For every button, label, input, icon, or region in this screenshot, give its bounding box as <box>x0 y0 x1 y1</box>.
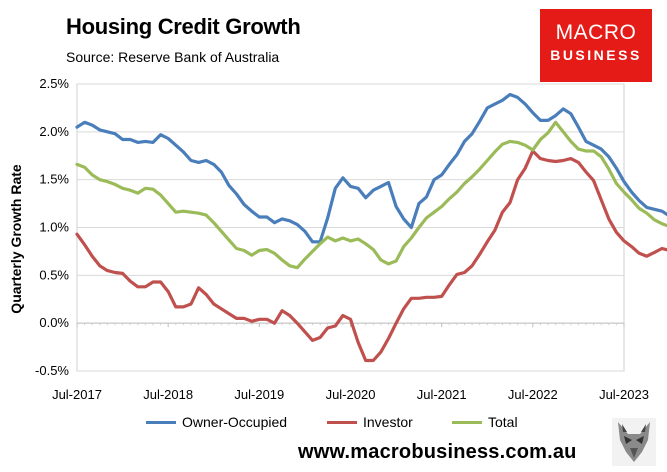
y-tick-label: 0.5% <box>39 267 69 282</box>
line-chart: -0.5%0.0%0.5%1.0%1.5%2.0%2.5% Jul-2017 Ju… <box>8 76 667 402</box>
legend-swatch-investor <box>327 420 357 424</box>
legend-swatch-owner-occupied <box>146 420 176 424</box>
x-tick-label: Jul-2023 <box>599 387 649 402</box>
macrobusiness-logo[interactable]: MACRO BUSINESS <box>540 9 652 82</box>
legend-label-owner-occupied: Owner-Occupied <box>182 414 288 430</box>
series-lines <box>75 92 667 363</box>
x-axis: Jul-2017 Jul-2018 Jul-2019 Jul-2020 Jul-2021… <box>52 322 649 402</box>
x-tick-label: Jul-2017 <box>52 387 102 402</box>
legend-item-owner-occupied: Owner-Occupied <box>146 414 287 430</box>
chart-subtitle: Source: Reserve Bank of Australia <box>66 49 280 65</box>
x-tick-label: Jul-2020 <box>326 387 376 402</box>
legend-swatch-total <box>452 420 482 424</box>
x-tick-label: Jul-2022 <box>508 387 558 402</box>
fox-icon <box>612 418 656 466</box>
series-line-total <box>75 120 667 270</box>
y-axis-label: Quarterly Growth Rate <box>8 164 24 314</box>
legend-item-investor: Investor <box>327 414 413 430</box>
legend-label-investor: Investor <box>363 414 413 430</box>
x-tick-label: Jul-2021 <box>417 387 467 402</box>
y-tick-label: 1.0% <box>39 220 69 235</box>
y-tick-label: -0.5% <box>35 363 69 378</box>
legend-label-total: Total <box>488 414 518 430</box>
legend-item-total: Total <box>452 414 518 430</box>
chart-grid <box>76 83 625 372</box>
y-tick-label: 2.0% <box>39 124 69 139</box>
chart-legend: Owner-Occupied Investor Total <box>0 414 667 434</box>
x-tick-label: Jul-2019 <box>234 387 284 402</box>
y-tick-label: 0.0% <box>39 315 69 330</box>
y-tick-label: 1.5% <box>39 172 69 187</box>
y-tick-label: 2.5% <box>39 76 69 91</box>
series-line-owner-occupied <box>75 92 667 244</box>
chart-title: Housing Credit Growth <box>66 14 301 39</box>
x-tick-label: Jul-2018 <box>143 387 193 402</box>
website-url[interactable]: www.macrobusiness.com.au <box>298 441 577 463</box>
y-axis: -0.5% 0.0% 0.5% 1.0% 1.5% 2.0% 2.5% <box>35 76 69 378</box>
series-line-investor <box>75 149 667 363</box>
logo-line2: BUSINESS <box>550 47 642 63</box>
logo-line1: MACRO <box>555 21 637 44</box>
